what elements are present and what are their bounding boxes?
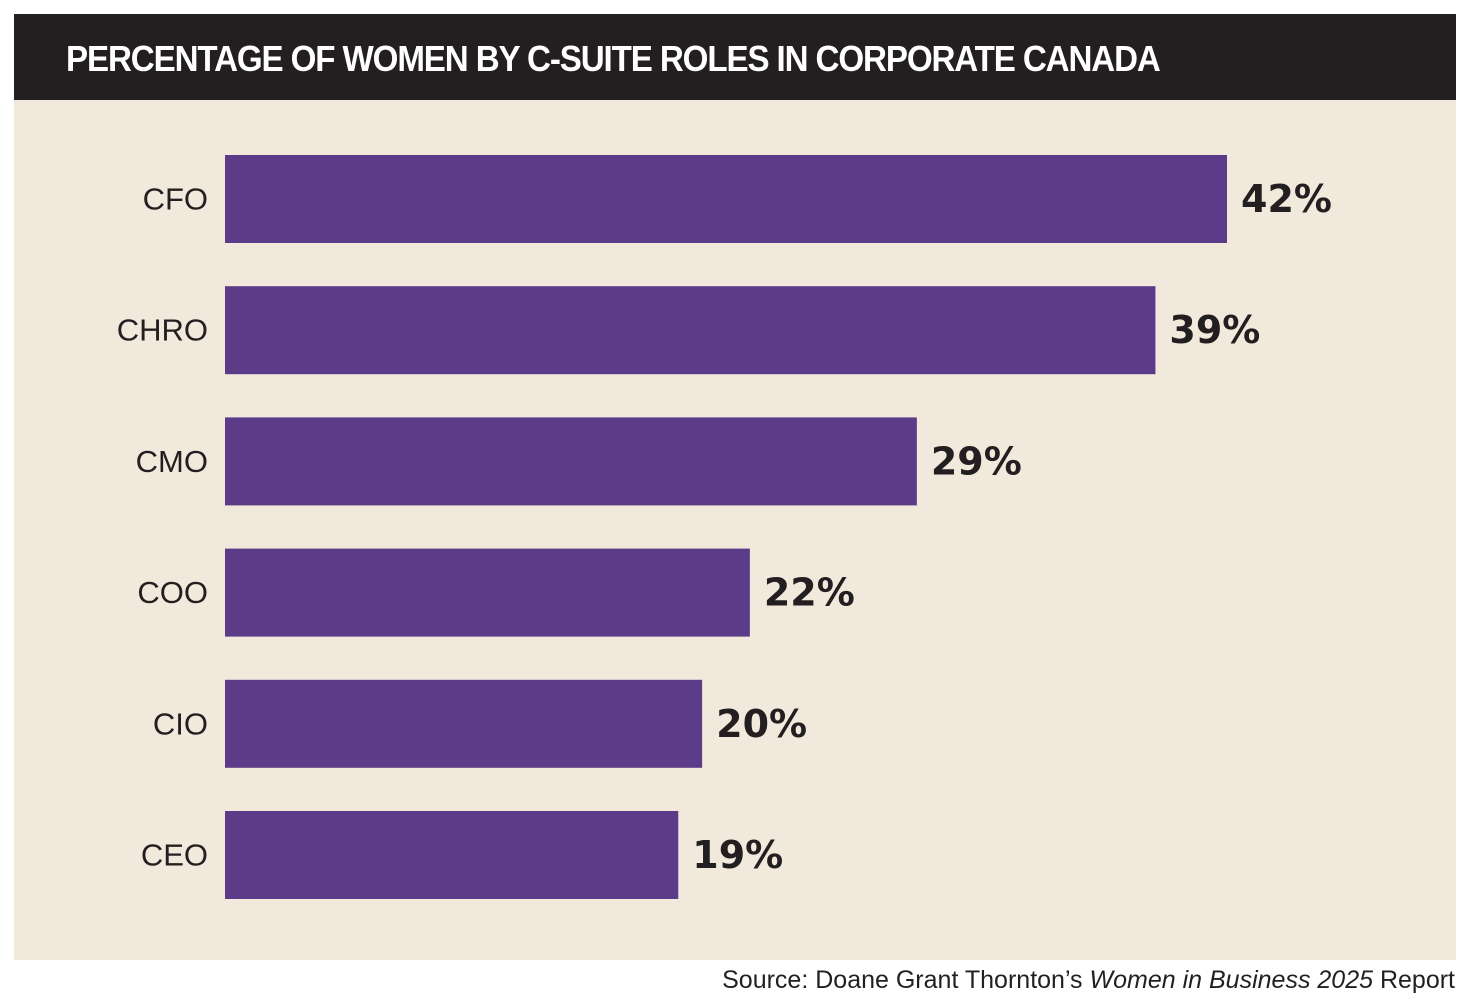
source-suffix: Report — [1379, 966, 1455, 994]
bar-chro — [225, 286, 1156, 375]
chart-title: PERCENTAGE OF WOMEN BY C-SUITE ROLES IN … — [66, 38, 1161, 79]
bar-coo — [225, 548, 750, 637]
source-publisher: Doane Grant Thornton’s — [815, 966, 1083, 994]
category-label-chro: CHRO — [117, 313, 208, 348]
bar-ceo — [225, 811, 679, 899]
value-label-chro: 39% — [1169, 308, 1260, 352]
bar-cmo — [225, 417, 917, 506]
value-label-ceo: 19% — [692, 833, 783, 877]
category-label-ceo: CEO — [141, 838, 208, 873]
category-label-coo: COO — [137, 575, 208, 610]
category-label-cio: CIO — [153, 706, 208, 741]
source-note: Source: Doane Grant Thornton’s Women in … — [722, 962, 1455, 998]
source-prefix: Source: — [722, 966, 809, 994]
value-label-cfo: 42% — [1241, 177, 1332, 221]
bar-cfo — [225, 155, 1227, 243]
source-report-title: Women in Business 2025 — [1089, 966, 1373, 994]
category-label-cmo: CMO — [136, 444, 208, 479]
chart-panel: CFO 42% CHRO 39% CMO 29% COO 22% CIO 20% CEO 19% — [14, 100, 1456, 960]
category-label-cfo: CFO — [143, 182, 208, 217]
value-label-cio: 20% — [716, 702, 807, 746]
value-label-cmo: 29% — [931, 439, 1022, 483]
value-label-coo: 22% — [764, 571, 855, 615]
bar-chart: CFO 42% CHRO 39% CMO 29% COO 22% CIO 20% CEO 19% — [117, 155, 1332, 899]
title-bar: PERCENTAGE OF WOMEN BY C-SUITE ROLES IN … — [14, 14, 1456, 100]
bar-cio — [225, 679, 703, 768]
